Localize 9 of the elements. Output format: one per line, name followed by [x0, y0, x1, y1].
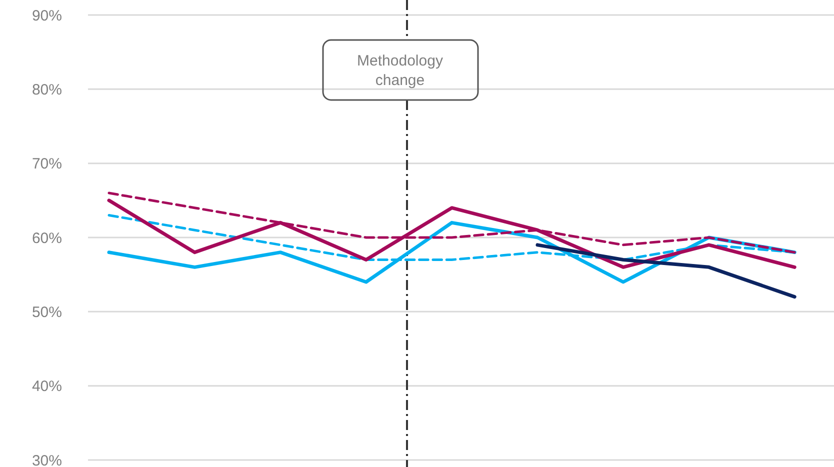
y-tick-label: 80%: [32, 81, 62, 98]
y-tick-label: 90%: [32, 7, 62, 24]
y-tick-label: 30%: [32, 452, 62, 467]
annotation: Methodology change: [357, 52, 444, 89]
y-tick-label: 50%: [32, 304, 62, 321]
line-series: [536, 243, 796, 299]
y-tick-label: 40%: [32, 378, 62, 396]
y-tick-label: 70%: [32, 156, 62, 173]
y-tick-label: 60%: [32, 230, 62, 247]
